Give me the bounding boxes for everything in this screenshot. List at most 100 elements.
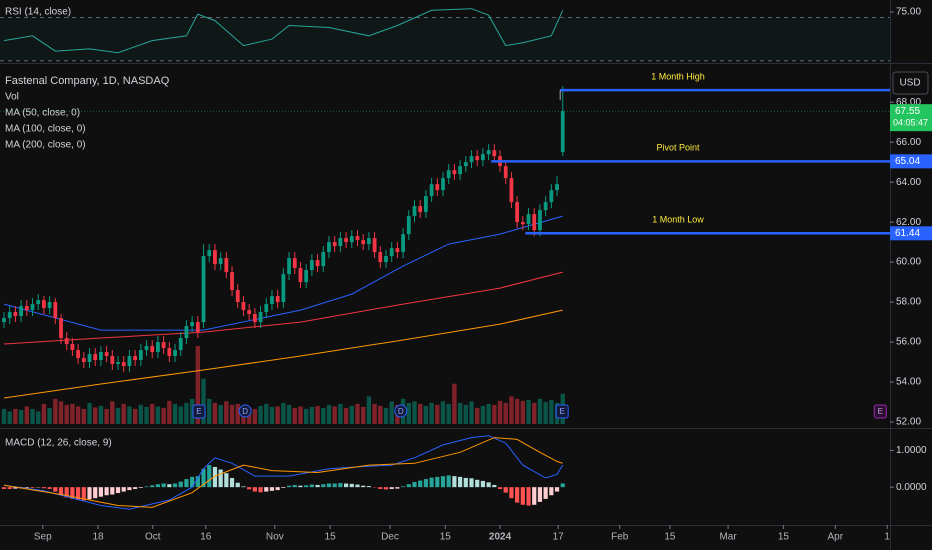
- volume-bar: [264, 403, 269, 424]
- candle-body: [156, 342, 160, 353]
- macd-histogram-bar: [286, 485, 292, 488]
- macd-histogram-bar: [104, 487, 109, 496]
- x-tick-label: Sep: [34, 532, 52, 543]
- candle-body: [543, 202, 548, 211]
- x-tick-label: Nov: [266, 532, 284, 543]
- macd-histogram-bar: [332, 483, 337, 488]
- volume-bar: [389, 401, 394, 424]
- volume-bar: [41, 403, 47, 424]
- macd-histogram-bar: [480, 480, 486, 488]
- macd-histogram-bar: [212, 466, 218, 488]
- candle-body: [127, 356, 132, 367]
- volume-bar: [406, 402, 411, 424]
- volume-bar: [81, 408, 87, 424]
- candle-body: [13, 312, 18, 317]
- candle-body: [19, 306, 23, 317]
- candle-body: [327, 242, 331, 253]
- macd-histogram-bar: [224, 473, 229, 488]
- macd-histogram-bar: [235, 482, 240, 488]
- y-tick-label: 64.00: [896, 177, 921, 188]
- volume-bar: [121, 403, 126, 424]
- x-tick-label: 17: [553, 532, 565, 543]
- candle-body: [287, 258, 291, 275]
- macd-histogram-bar: [543, 487, 548, 499]
- y-tick-label: 68.00: [896, 97, 921, 108]
- macd-histogram-bar: [138, 487, 143, 488]
- candle-body: [429, 184, 434, 197]
- candle-body: [481, 154, 485, 161]
- macd-histogram-bar: [452, 476, 457, 488]
- macd-histogram-bar: [161, 483, 166, 488]
- candle-body: [441, 178, 445, 191]
- candle-body: [463, 162, 468, 167]
- volume-label: Vol: [5, 92, 19, 103]
- volume-bar: [372, 403, 377, 424]
- volume-bar: [218, 404, 223, 424]
- x-tick-label: 16: [200, 532, 212, 543]
- moving-average: [3, 309, 563, 399]
- event-label: D: [398, 407, 404, 416]
- candle-body: [424, 196, 428, 213]
- volume-bar: [417, 403, 423, 424]
- macd-histogram-bar: [435, 476, 440, 488]
- candle-body: [213, 250, 217, 265]
- candle-body: [270, 296, 274, 305]
- macd-histogram-bar: [458, 476, 463, 488]
- volume-bar: [201, 378, 206, 424]
- y-tick-label: 66.00: [896, 137, 921, 148]
- candle-body: [292, 258, 297, 269]
- x-tick-label: 15: [440, 532, 452, 543]
- candle-body: [549, 190, 554, 203]
- macd-histogram-bar: [115, 487, 121, 494]
- candle-body: [486, 150, 491, 155]
- candle-body: [406, 216, 411, 235]
- volume-bar: [429, 402, 434, 424]
- volume-bar: [526, 399, 531, 424]
- macd-histogram-bar: [515, 487, 520, 503]
- x-tick-label: Apr: [827, 532, 843, 543]
- macd-histogram-bar: [201, 468, 206, 488]
- candle-body: [258, 312, 263, 323]
- ma-legend: MA (200, close, 0): [5, 140, 86, 151]
- candle-body: [201, 256, 206, 323]
- macd-histogram-bar: [298, 485, 303, 488]
- volume-bar: [104, 408, 109, 424]
- volume-bar: [281, 402, 286, 424]
- volume-bar: [309, 406, 315, 424]
- candle-body: [321, 252, 326, 267]
- macd-histogram-bar: [184, 479, 189, 488]
- macd-histogram-bar: [349, 483, 354, 488]
- volume-bar: [229, 404, 235, 424]
- volume-bar: [127, 406, 132, 424]
- candle-body: [235, 290, 240, 303]
- macd-histogram-bar: [309, 484, 314, 488]
- volume-bar: [412, 401, 417, 424]
- macd-histogram-bar: [560, 483, 565, 488]
- rsi-line: [3, 8, 564, 54]
- candle-body: [315, 260, 320, 267]
- event-label: E: [559, 407, 564, 416]
- currency-box[interactable]: [892, 71, 929, 95]
- volume-bar: [469, 401, 474, 424]
- macd-histogram-bar: [378, 487, 383, 489]
- volume-bar: [30, 408, 35, 424]
- candle-body: [520, 222, 525, 225]
- macd-histogram-bar: [110, 487, 115, 495]
- candle-body: [264, 304, 269, 313]
- x-tick-label: Oct: [145, 532, 161, 543]
- candle-body: [116, 362, 120, 365]
- volume-bar: [161, 407, 166, 424]
- candle-body: [161, 342, 166, 349]
- candle-body: [452, 170, 457, 175]
- volume-bar: [75, 406, 81, 424]
- macd-histogram-bar: [463, 477, 468, 488]
- level-tag-label: 65.04: [895, 156, 920, 167]
- candle-body: [150, 346, 155, 353]
- candle-body: [178, 338, 183, 351]
- candle-body: [93, 354, 98, 361]
- macd-histogram-bar: [195, 476, 200, 488]
- candle-body: [133, 356, 138, 361]
- event-label: E: [878, 407, 883, 416]
- last-price-label: 67.55: [895, 106, 920, 117]
- macd-histogram-bar: [13, 487, 18, 489]
